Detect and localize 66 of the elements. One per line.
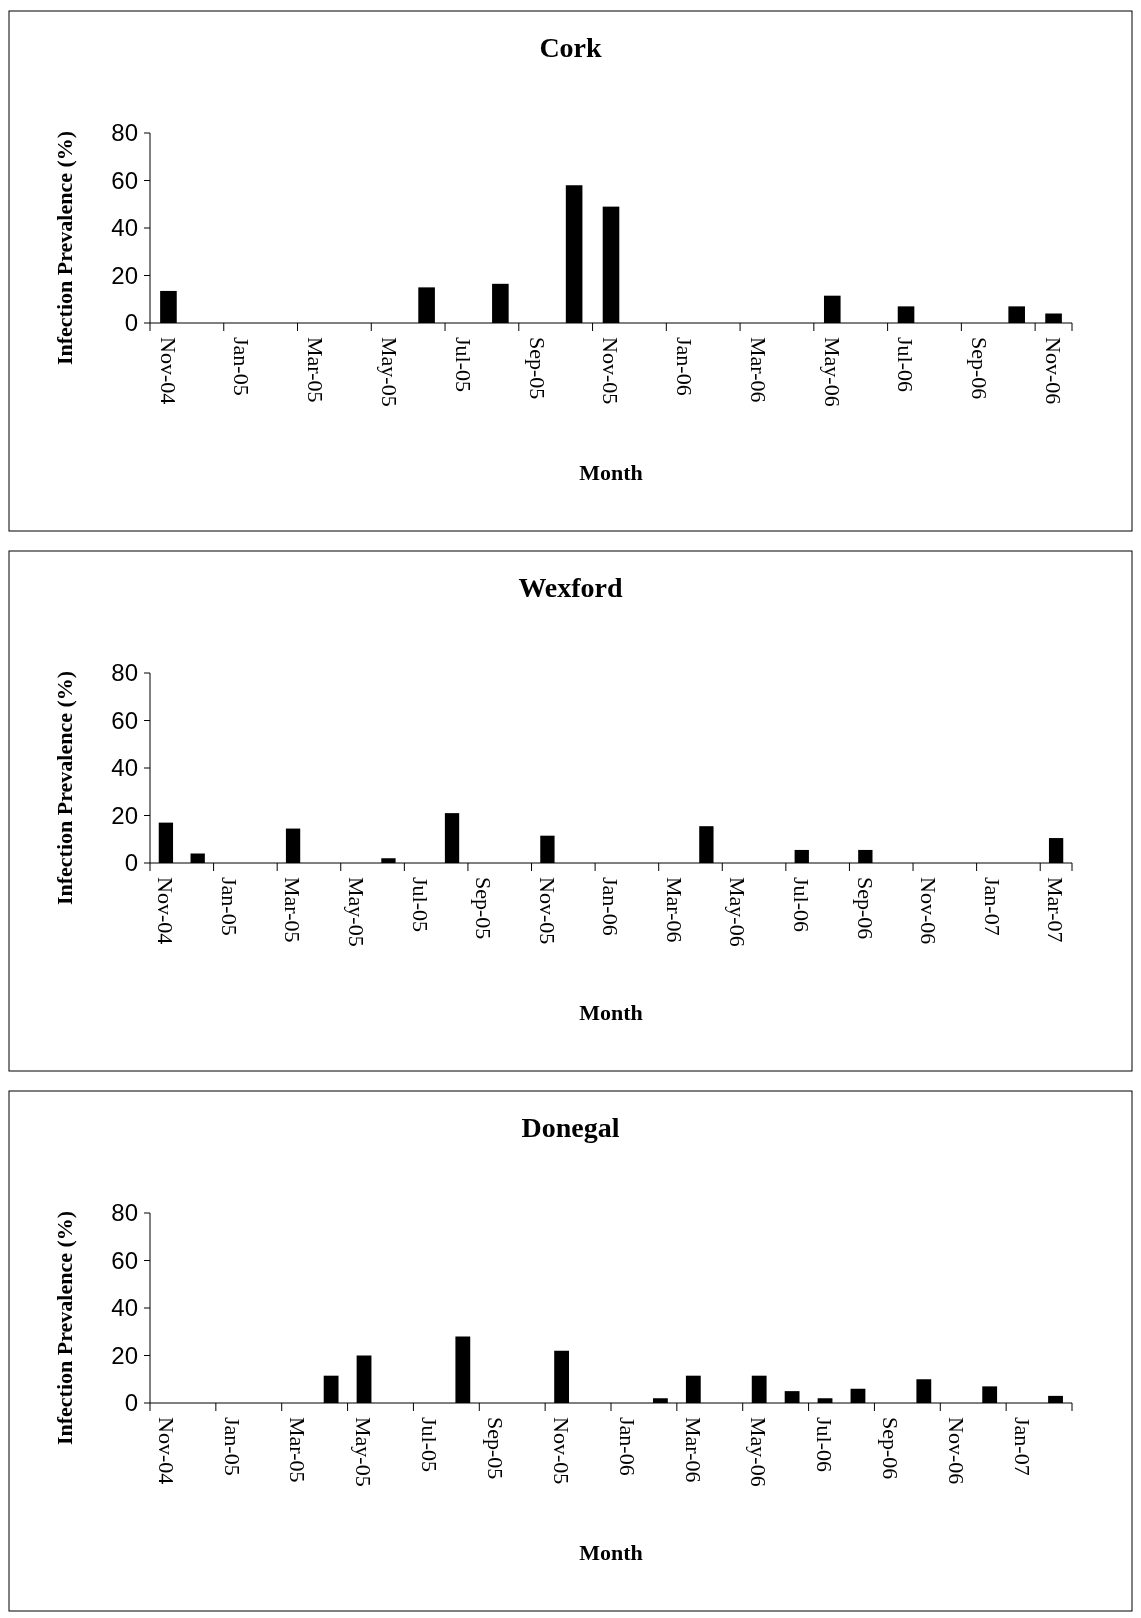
- y-tick-label: 0: [124, 849, 138, 877]
- x-tick-label: Sep-05: [483, 1417, 509, 1480]
- x-tick-label: Mar-05: [280, 877, 306, 943]
- y-tick-label: 60: [111, 706, 138, 734]
- x-axis-title: Month: [579, 460, 643, 485]
- x-axis-title: Month: [579, 1540, 643, 1565]
- x-tick-label: May-06: [746, 1417, 772, 1487]
- y-tick-label: 60: [111, 1246, 138, 1274]
- x-tick-label: Jul-06: [789, 877, 815, 932]
- x-tick-label: Sep-06: [852, 877, 878, 940]
- x-tick-label: Sep-06: [878, 1417, 904, 1480]
- x-tick-label: Jan-05: [219, 1417, 245, 1476]
- y-tick-label: 20: [111, 801, 138, 829]
- x-tick-label: May-05: [351, 1417, 377, 1487]
- x-tick-label: Jan-06: [598, 877, 624, 936]
- x-tick-label: Jan-07: [1009, 1417, 1035, 1476]
- y-tick-label: 80: [111, 1199, 138, 1227]
- x-tick-label: Sep-05: [524, 337, 550, 400]
- x-tick-label: Nov-05: [548, 1417, 574, 1485]
- y-axis-title: Infection Prevalence (%): [52, 670, 77, 906]
- x-tick-label: Nov-06: [944, 1417, 970, 1485]
- x-tick-label: Jan-07: [979, 877, 1005, 936]
- chart-title: Wexford: [518, 572, 624, 603]
- x-axis-title: Month: [579, 1000, 643, 1025]
- x-tick-label: May-06: [725, 877, 751, 947]
- x-tick-label: Mar-06: [661, 877, 687, 943]
- y-tick-label: 40: [111, 1294, 138, 1322]
- y-tick-label: 80: [111, 659, 138, 687]
- y-tick-label: 80: [111, 119, 138, 147]
- y-axis-title: Infection Prevalence (%): [52, 130, 77, 366]
- y-tick-label: 40: [111, 214, 138, 242]
- x-tick-label: Jan-06: [614, 1417, 640, 1476]
- x-tick-label: May-06: [819, 337, 845, 407]
- x-tick-label: Jul-05: [450, 337, 476, 392]
- chart-title: Cork: [539, 32, 603, 63]
- x-tick-label: Mar-07: [1043, 877, 1069, 943]
- x-tick-label: Jul-06: [893, 337, 919, 392]
- y-tick-label: 40: [111, 754, 138, 782]
- x-tick-label: May-05: [343, 877, 369, 947]
- x-tick-label: Sep-06: [967, 337, 993, 400]
- y-tick-label: 60: [111, 166, 138, 194]
- x-tick-label: Nov-04: [153, 1417, 179, 1485]
- x-tick-label: Nov-05: [598, 337, 624, 405]
- x-tick-label: Jan-06: [672, 337, 698, 396]
- x-tick-label: Mar-06: [745, 337, 771, 403]
- y-axis-title: Infection Prevalence (%): [52, 1210, 77, 1446]
- x-tick-label: Jul-05: [407, 877, 433, 932]
- x-tick-label: Jul-06: [812, 1417, 838, 1472]
- x-tick-label: Nov-04: [153, 877, 179, 945]
- x-tick-label: Nov-04: [155, 337, 181, 405]
- y-tick-label: 20: [111, 1341, 138, 1369]
- x-tick-label: Nov-06: [1040, 337, 1066, 405]
- x-tick-label: Nov-06: [916, 877, 942, 945]
- y-tick-label: 0: [124, 1389, 138, 1417]
- x-tick-label: Mar-05: [285, 1417, 311, 1483]
- x-tick-label: Nov-05: [534, 877, 560, 945]
- chart-title: Donegal: [521, 1112, 620, 1143]
- x-tick-label: Sep-05: [471, 877, 497, 940]
- x-tick-label: Mar-05: [303, 337, 329, 403]
- x-tick-label: Jan-05: [216, 877, 242, 936]
- x-tick-label: Mar-06: [680, 1417, 706, 1483]
- x-tick-label: Jul-05: [417, 1417, 443, 1472]
- x-tick-label: Jan-05: [229, 337, 255, 396]
- y-tick-label: 0: [124, 309, 138, 337]
- y-tick-label: 20: [111, 261, 138, 289]
- x-tick-label: May-05: [377, 337, 403, 407]
